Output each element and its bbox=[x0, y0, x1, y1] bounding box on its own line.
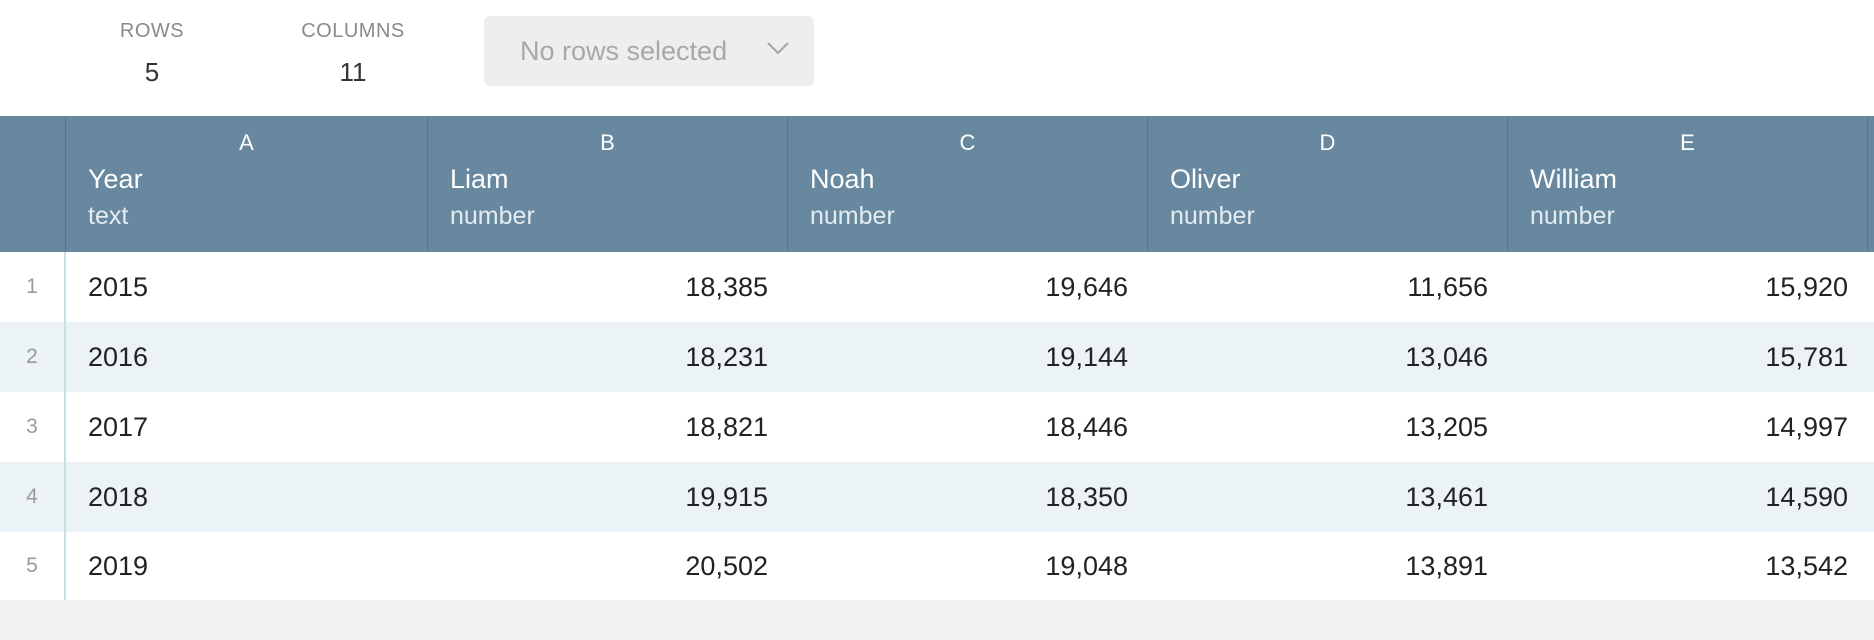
table-row[interactable]: 4 2018 19,915 18,350 13,461 14,590 bbox=[0, 462, 1874, 532]
cell-william[interactable]: 14,590 bbox=[1765, 482, 1848, 512]
row-number-header bbox=[0, 116, 66, 252]
cell-oliver[interactable]: 13,461 bbox=[1405, 482, 1488, 512]
cell-liam[interactable]: 18,385 bbox=[685, 272, 768, 302]
column-type: number bbox=[1170, 202, 1255, 230]
cell-noah[interactable]: 18,350 bbox=[1045, 482, 1128, 512]
cell-liam[interactable]: 19,915 bbox=[685, 482, 768, 512]
table-row[interactable]: 1 2015 18,385 19,646 11,656 15,920 bbox=[0, 252, 1874, 322]
table-toolbar: ROWS 5 COLUMNS 11 No rows selected bbox=[0, 0, 1874, 116]
column-header-e[interactable]: E William number bbox=[1508, 116, 1868, 252]
cell-william[interactable]: 13,542 bbox=[1765, 551, 1848, 581]
chevron-down-icon bbox=[767, 42, 789, 55]
rows-label: ROWS bbox=[119, 20, 185, 42]
table-row[interactable]: 5 2019 20,502 19,048 13,891 13,542 bbox=[0, 532, 1874, 600]
rows-count: 5 bbox=[144, 57, 160, 87]
row-selection-dropdown[interactable]: No rows selected bbox=[484, 16, 814, 86]
column-name: Noah bbox=[810, 164, 875, 194]
table-row[interactable]: 2 2016 18,231 19,144 13,046 15,781 bbox=[0, 322, 1874, 392]
cell-william[interactable]: 15,781 bbox=[1765, 342, 1848, 372]
row-number: 2 bbox=[0, 322, 66, 392]
column-type: number bbox=[1530, 202, 1615, 230]
column-letter: D bbox=[1319, 130, 1336, 155]
column-header-c[interactable]: C Noah number bbox=[788, 116, 1148, 252]
table-header: A Year text B Liam number C Noah number … bbox=[0, 116, 1874, 252]
cell-oliver[interactable]: 13,046 bbox=[1405, 342, 1488, 372]
row-number: 5 bbox=[0, 532, 66, 600]
cell-year[interactable]: 2017 bbox=[88, 412, 149, 442]
cell-william[interactable]: 15,920 bbox=[1765, 272, 1848, 302]
cell-year[interactable]: 2019 bbox=[88, 551, 149, 581]
column-letter: B bbox=[600, 130, 615, 155]
cell-noah[interactable]: 19,646 bbox=[1045, 272, 1128, 302]
cell-liam[interactable]: 18,821 bbox=[685, 412, 768, 442]
column-letter: E bbox=[1680, 130, 1695, 155]
columns-label: COLUMNS bbox=[301, 20, 405, 42]
cell-oliver[interactable]: 13,205 bbox=[1405, 412, 1488, 442]
column-type: number bbox=[810, 202, 895, 230]
column-header-b[interactable]: B Liam number bbox=[428, 116, 788, 252]
cell-liam[interactable]: 20,502 bbox=[685, 551, 768, 581]
cell-year[interactable]: 2016 bbox=[88, 342, 149, 372]
cell-oliver[interactable]: 11,656 bbox=[1407, 272, 1488, 302]
cell-year[interactable]: 2015 bbox=[88, 272, 149, 302]
cell-noah[interactable]: 19,048 bbox=[1045, 551, 1128, 581]
cell-noah[interactable]: 18,446 bbox=[1045, 412, 1128, 442]
table-row[interactable]: 3 2017 18,821 18,446 13,205 14,997 bbox=[0, 392, 1874, 462]
row-number: 4 bbox=[0, 462, 66, 532]
rows-stat: ROWS 5 bbox=[112, 20, 192, 88]
row-number: 1 bbox=[0, 252, 66, 322]
cell-liam[interactable]: 18,231 bbox=[685, 342, 768, 372]
cell-year[interactable]: 2018 bbox=[88, 482, 149, 512]
column-header-d[interactable]: D Oliver number bbox=[1148, 116, 1508, 252]
column-type: number bbox=[450, 202, 535, 230]
column-name: William bbox=[1530, 164, 1617, 194]
row-selection-value: No rows selected bbox=[520, 35, 728, 66]
column-name: Oliver bbox=[1170, 164, 1241, 194]
column-name: Year bbox=[88, 164, 143, 194]
columns-stat: COLUMNS 11 bbox=[296, 20, 410, 88]
columns-count: 11 bbox=[339, 57, 367, 87]
column-letter: A bbox=[239, 130, 254, 155]
column-header-a[interactable]: A Year text bbox=[66, 116, 428, 252]
column-type: text bbox=[88, 202, 129, 230]
column-letter: C bbox=[959, 130, 976, 155]
cell-oliver[interactable]: 13,891 bbox=[1405, 551, 1488, 581]
cell-william[interactable]: 14,997 bbox=[1765, 412, 1848, 442]
column-name: Liam bbox=[450, 164, 509, 194]
row-number: 3 bbox=[0, 392, 66, 462]
data-table: A Year text B Liam number C Noah number … bbox=[0, 116, 1874, 600]
cell-noah[interactable]: 19,144 bbox=[1045, 342, 1128, 372]
